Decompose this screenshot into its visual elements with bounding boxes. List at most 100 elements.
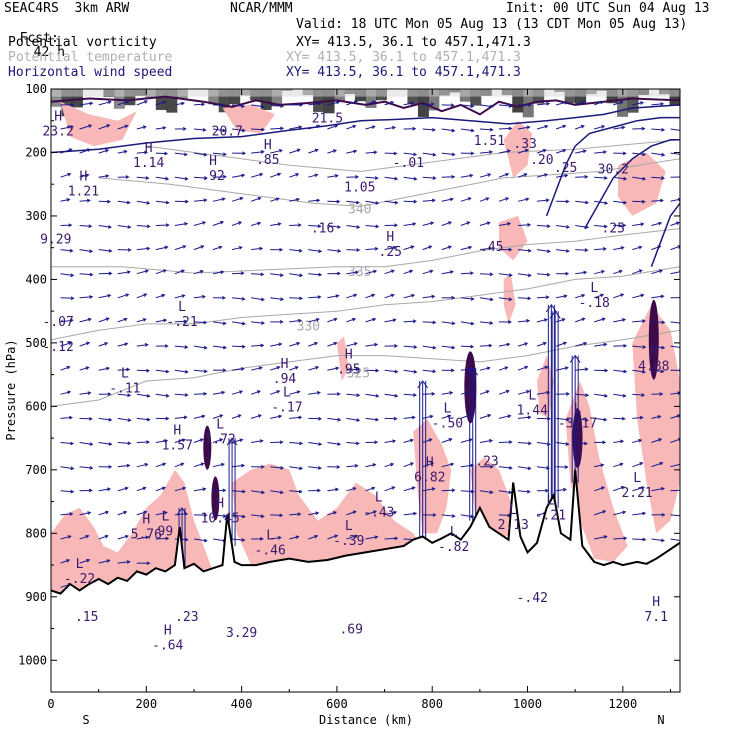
wind-vector-head bbox=[585, 200, 590, 205]
wind-vector bbox=[136, 126, 146, 130]
wind-vector bbox=[479, 297, 493, 301]
wind-vector bbox=[117, 318, 127, 323]
wind-vector bbox=[594, 200, 608, 204]
stratosphere-cell bbox=[313, 89, 325, 112]
high-marker: H bbox=[145, 141, 153, 156]
wind-vector-head bbox=[335, 366, 340, 371]
wind-vector bbox=[136, 270, 149, 275]
wind-vector-head bbox=[508, 465, 513, 470]
wind-vector-head bbox=[508, 440, 513, 444]
wind-vector bbox=[575, 393, 589, 396]
wind-vector bbox=[365, 225, 379, 228]
wind-vector-head bbox=[486, 366, 491, 371]
wind-vector bbox=[498, 197, 509, 202]
wind-vector bbox=[670, 414, 680, 419]
wind-vector bbox=[594, 536, 607, 540]
wind-vector bbox=[632, 269, 642, 275]
y-tick-label: 1000 bbox=[18, 653, 47, 667]
wind-vector-head bbox=[505, 197, 510, 201]
wind-vector bbox=[270, 415, 282, 419]
wind-vector-head bbox=[661, 345, 666, 350]
wind-vector bbox=[98, 488, 111, 492]
wind-vector bbox=[498, 466, 512, 469]
high-marker: H bbox=[164, 624, 172, 639]
wind-vector bbox=[498, 273, 512, 276]
wind-vector bbox=[479, 151, 493, 154]
wind-vector-head bbox=[143, 510, 148, 515]
wind-vector-head bbox=[639, 462, 644, 466]
wind-vector bbox=[651, 245, 661, 251]
wind-vector bbox=[613, 176, 627, 180]
wind-vector bbox=[136, 417, 150, 421]
wind-vector bbox=[479, 414, 491, 419]
wind-vector-head bbox=[372, 317, 377, 322]
wind-vector-head bbox=[470, 128, 475, 133]
wind-vector bbox=[155, 269, 167, 275]
wind-vector bbox=[270, 273, 283, 276]
wind-vector bbox=[79, 535, 89, 540]
wind-vector-head bbox=[108, 417, 113, 422]
wind-vector-head bbox=[221, 197, 226, 201]
y-tick-label: 900 bbox=[25, 590, 47, 604]
wind-vector bbox=[346, 249, 360, 251]
wind-vector bbox=[136, 463, 148, 468]
wind-vector-head bbox=[164, 344, 169, 348]
wind-vector-head bbox=[222, 488, 227, 493]
wind-vector-head bbox=[375, 201, 380, 205]
wind-vector-head bbox=[489, 490, 494, 495]
wind-vector bbox=[117, 100, 130, 106]
wind-vector-head bbox=[411, 415, 416, 420]
wind-vector-head bbox=[66, 365, 71, 370]
wind-vector-head bbox=[506, 149, 512, 153]
wind-vector-head bbox=[68, 223, 73, 228]
low-marker: L bbox=[121, 367, 129, 382]
wind-vector bbox=[136, 393, 150, 397]
wind-vector-head bbox=[296, 148, 301, 153]
wind-vector-head bbox=[238, 221, 243, 225]
wind-vector-head bbox=[88, 224, 93, 229]
wind-vector bbox=[670, 245, 680, 251]
y-tick-label: 700 bbox=[25, 463, 47, 477]
wind-vector bbox=[479, 439, 493, 443]
wind-vector bbox=[212, 271, 224, 275]
wind-vector-head bbox=[69, 415, 74, 420]
wind-vector-head bbox=[583, 441, 588, 446]
wind-vector bbox=[98, 317, 109, 323]
wind-vector-head bbox=[237, 414, 242, 418]
extremum-value: .20 bbox=[530, 153, 553, 168]
wind-vector bbox=[460, 490, 474, 493]
wind-vector-head bbox=[146, 393, 151, 398]
high-marker: H bbox=[345, 347, 353, 362]
wind-vector-head bbox=[67, 535, 72, 539]
wind-vector bbox=[575, 125, 585, 130]
wind-vector-head bbox=[317, 488, 322, 493]
wind-vector-head bbox=[107, 392, 112, 397]
wind-vector-head bbox=[334, 124, 339, 128]
wind-vector bbox=[155, 487, 166, 492]
wind-vector-head bbox=[603, 176, 608, 180]
wind-vector bbox=[651, 269, 663, 275]
wind-vector-head bbox=[658, 269, 663, 273]
wind-vector-head bbox=[277, 536, 282, 540]
wind-vector-head bbox=[353, 149, 358, 154]
wind-vector-head bbox=[566, 417, 571, 422]
wind-vector-head bbox=[106, 124, 111, 128]
wind-vector bbox=[79, 512, 91, 516]
wind-vector bbox=[403, 487, 415, 492]
wind-vector bbox=[613, 440, 624, 443]
wind-vector-head bbox=[222, 368, 227, 373]
wind-vector-head bbox=[604, 393, 609, 398]
wind-vector-head bbox=[524, 148, 529, 153]
wind-vector-head bbox=[451, 175, 456, 179]
wind-vector bbox=[632, 246, 642, 251]
wind-vector-head bbox=[412, 319, 417, 324]
wind-vector bbox=[232, 272, 244, 275]
wind-vector-head bbox=[318, 442, 323, 446]
wind-vector-head bbox=[239, 438, 244, 443]
wind-vector bbox=[308, 102, 321, 106]
wind-vector-head bbox=[334, 534, 339, 539]
wind-vector bbox=[651, 345, 665, 349]
wind-vector-head bbox=[675, 221, 680, 226]
wind-vector-head bbox=[314, 148, 319, 153]
wind-vector-head bbox=[412, 393, 417, 397]
